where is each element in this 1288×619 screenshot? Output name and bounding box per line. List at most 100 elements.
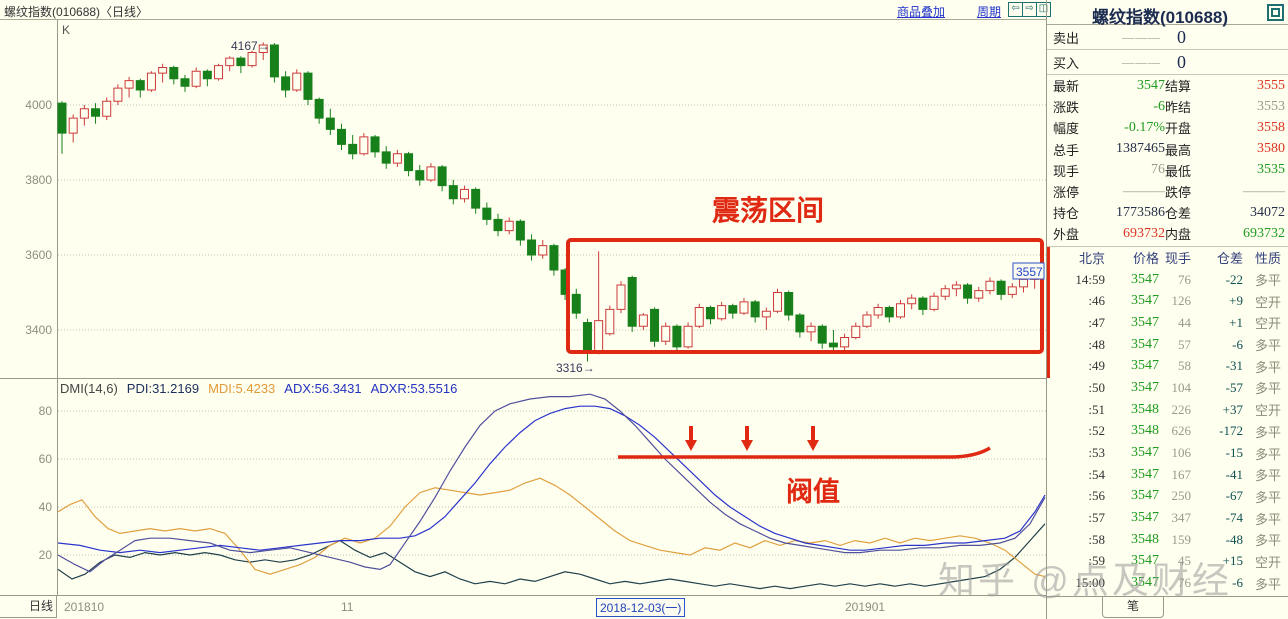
tick-col-header: 北京 [1078,251,1105,267]
period-cell[interactable]: 日线 [0,596,57,618]
tick-time: :57 [1088,510,1105,526]
tick-row[interactable]: :49 3547 58 -31 多平 [1047,355,1288,377]
tab-pen[interactable]: 笔 [1102,597,1164,618]
candle-up [896,303,905,318]
candle-down [549,245,559,271]
low-price-label: 3316→ [556,361,595,375]
tick-row[interactable]: :52 3548 626 -172 多平 [1047,421,1288,443]
x-axis-label: 201810 [64,600,105,614]
tick-row[interactable]: :58 3548 159 -48 多平 [1047,529,1288,551]
tick-volume: 626 [1171,423,1192,439]
tick-col-header: 现手 [1164,251,1191,267]
tick-time: :58 [1088,531,1105,547]
tick-row[interactable]: :46 3547 126 +9 空开 [1047,290,1288,312]
tick-price: 3547 [1131,466,1159,482]
candle-down [314,98,324,119]
candle-down [381,151,391,164]
candle-down [884,307,894,318]
panel-bottom-line [1047,596,1288,597]
pane-label-k: K [62,23,70,37]
dmi-indicator-chart[interactable]: 80 60 40 20 阀值 [0,379,1046,596]
period-link[interactable]: 周期 [977,5,1002,19]
candlestick-chart[interactable]: 4000 3800 3600 3400 K 震荡区间 4167→ 3316→ 3557 [0,20,1046,378]
stat-label: 持仓 [1053,206,1080,222]
tick-nature: 空开 [1254,316,1281,332]
tick-row[interactable]: :51 3548 226 +37 空开 [1047,399,1288,421]
stat-label: 昨结 [1165,100,1192,116]
candle-down [471,188,481,209]
dmi-line-adxr [57,393,1046,573]
candle-up [258,44,268,53]
tick-oi-change: -31 [1225,358,1243,374]
tick-row[interactable]: 14:59 3547 76 -22 多平 [1047,269,1288,291]
stat-value: 76 [1151,162,1165,178]
tick-price: 3547 [1131,293,1159,309]
restore-window-icon[interactable] [1267,4,1284,21]
candle-up [840,337,850,348]
tick-oi-change: -15 [1225,445,1243,461]
tick-price: 3548 [1131,423,1159,439]
tick-row[interactable]: :50 3547 104 -57 多平 [1047,377,1288,399]
split-window-icon[interactable]: ◫ [1036,2,1051,17]
tick-volume: 347 [1171,510,1192,526]
stat-label: 幅度 [1053,121,1080,137]
candle-up [191,70,201,87]
candle-up [113,87,123,102]
candle-up [773,292,783,312]
candle-up [862,314,872,327]
section-divider [1047,246,1288,247]
tick-time: :47 [1088,314,1105,330]
current-price-tag-box [1012,262,1045,280]
tick-row[interactable]: 15:00 3547 76 -6 多平 [1047,572,1288,594]
candle-down [996,280,1006,295]
candle-down [325,117,335,130]
tick-time: :46 [1088,293,1105,309]
threshold-line-annotation [618,446,991,459]
tick-oi-change: -22 [1225,271,1243,287]
selected-date-box[interactable]: 2018-12-03(一) [596,598,686,617]
tick-row[interactable]: :48 3547 57 -6 多平 [1047,334,1288,356]
tick-volume: 159 [1171,531,1192,547]
candle-up [739,301,749,314]
ask-row[interactable]: 卖出 ——— 0 [1047,25,1288,50]
tick-row[interactable]: :57 3547 347 -74 多平 [1047,507,1288,529]
tick-time: :52 [1088,423,1105,439]
candle-down [348,143,358,155]
tick-time: 15:00 [1075,575,1105,591]
tick-row[interactable]: :47 3547 44 +1 空开 [1047,312,1288,334]
candle-down [303,72,313,100]
candle-down [135,80,145,91]
stat-label: 仓差 [1165,206,1192,222]
tick-oi-change: -48 [1225,531,1243,547]
candle-down [169,67,179,80]
candle-down [918,297,928,310]
tick-row[interactable]: :53 3547 106 -15 多平 [1047,442,1288,464]
tick-oi-change: -172 [1219,423,1243,439]
bid-row[interactable]: 买入 ——— 0 [1047,50,1288,75]
next-arrow-icon[interactable]: ⇨ [1022,2,1037,17]
candle-up [124,80,134,89]
stat-value: 3555 [1257,77,1285,93]
dmi-value-mdi: MDI:5.4233 [208,381,276,396]
tick-row[interactable]: :54 3547 167 -41 多平 [1047,464,1288,486]
candle-up [683,325,693,348]
tick-row[interactable]: :56 3547 250 -67 多平 [1047,486,1288,508]
tick-volume: 167 [1171,466,1192,482]
candle-up [538,245,548,256]
stat-label: 开盘 [1165,121,1192,137]
candle-down [269,44,279,78]
tick-price: 3547 [1131,445,1159,461]
prev-arrow-icon[interactable]: ⇦ [1008,2,1023,17]
candle-up [146,72,156,91]
tick-price: 3548 [1131,401,1159,417]
tick-nature: 多平 [1254,446,1281,462]
overlay-product-link[interactable]: 商品叠加 [897,5,946,19]
candle-up [79,108,89,119]
tick-nature: 空开 [1254,403,1281,419]
candle-up [247,52,257,67]
tick-scrollbar[interactable] [1047,247,1050,378]
candle-up [225,57,235,67]
candle-up [761,310,771,318]
tick-row[interactable]: :59 3547 45 +15 空开 [1047,551,1288,573]
stat-value: 3558 [1257,119,1285,135]
